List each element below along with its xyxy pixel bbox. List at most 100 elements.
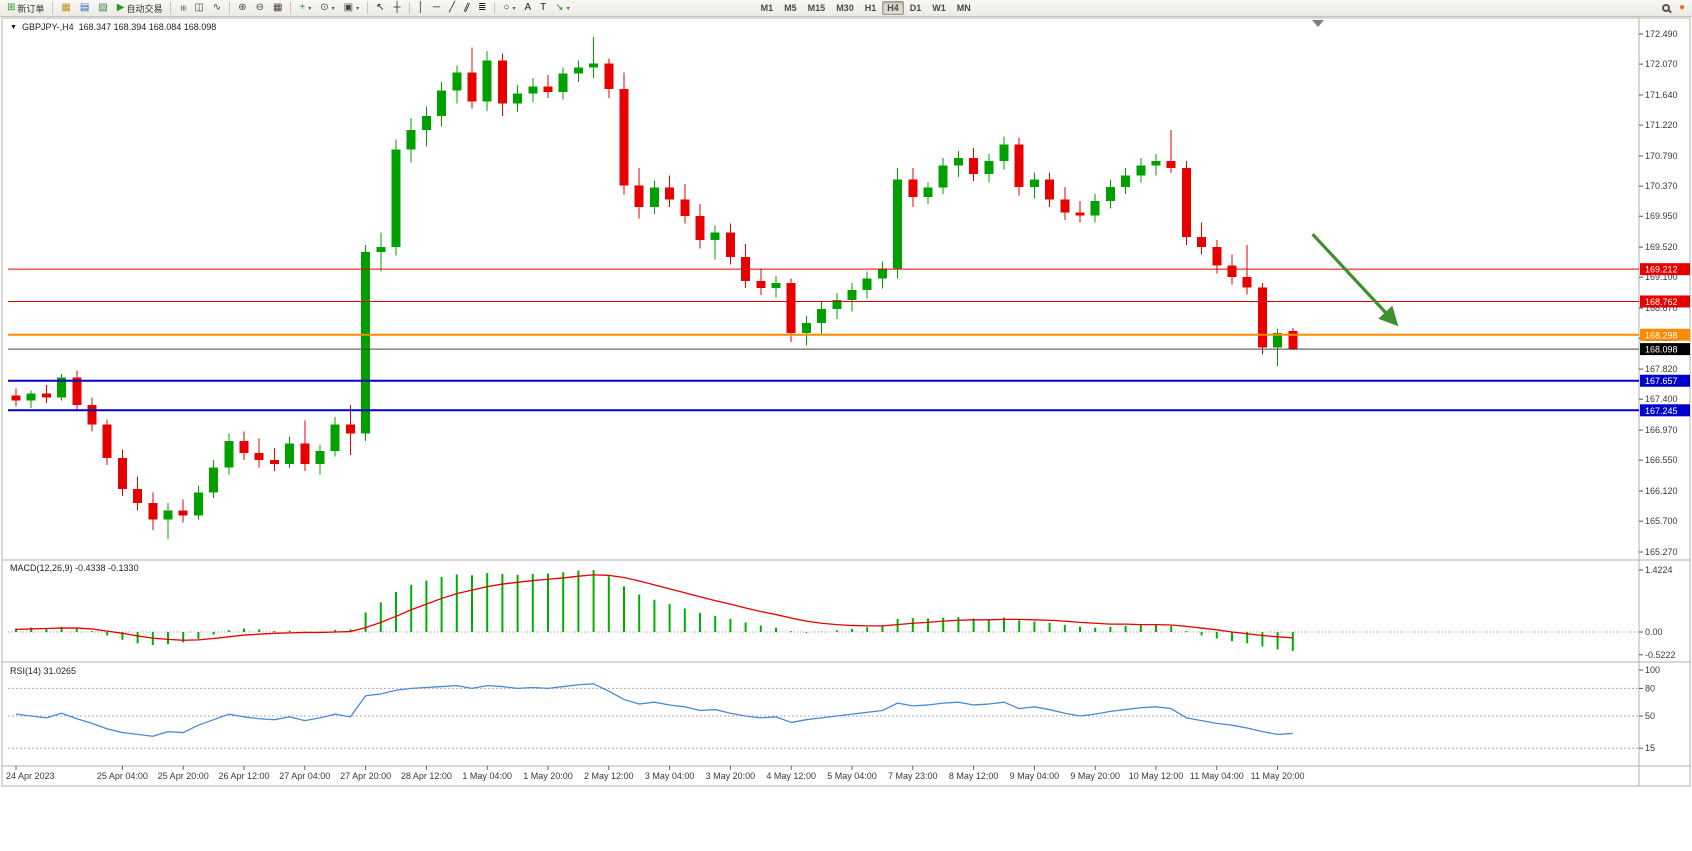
svg-text:28 Apr 12:00: 28 Apr 12:00 [401,771,452,781]
crosshair-button[interactable]: ┼ [390,1,405,15]
cursor-button[interactable]: ↖ [372,1,388,15]
navigator-button[interactable]: ▧ [94,1,111,15]
timeframe-h4[interactable]: H4 [882,1,904,15]
trendline-icon: ╱ [448,2,455,13]
timeframe-mn[interactable]: MN [952,1,976,15]
chart-menu-icon[interactable]: ▼ [10,23,17,31]
bar-chart-icon: ≡ [177,5,189,11]
text-icon: A [524,2,532,13]
indicators-button[interactable]: + ▾ [295,1,315,15]
svg-text:-0.5222: -0.5222 [1645,650,1676,660]
svg-text:25 Apr 20:00: 25 Apr 20:00 [158,771,209,781]
svg-text:172.490: 172.490 [1645,29,1678,39]
svg-text:167.400: 167.400 [1645,394,1678,404]
svg-text:9 May 04:00: 9 May 04:00 [1010,771,1060,781]
auto-trading-button-label: 自动交易 [126,3,163,14]
svg-text:1 May 20:00: 1 May 20:00 [523,771,573,781]
dropdown-caret-icon: ▾ [512,5,516,12]
crosshair-icon: ┼ [393,2,401,13]
arrows-button[interactable]: ↘ ▾ [551,1,573,15]
zoom-out-button[interactable]: ⊖ [252,1,268,15]
line-chart-button[interactable]: ∿ [209,1,225,15]
toolbar-separator [494,2,496,14]
indicators-icon: + [299,2,306,13]
bar-chart-button[interactable]: ≡ [175,1,189,15]
community-button[interactable]: ● [1675,1,1689,15]
timeframe-h1[interactable]: H1 [860,1,882,15]
shapes-button[interactable]: ○ ▾ [499,1,519,15]
auto-trading-button[interactable]: ▶ 自动交易 [113,1,167,15]
svg-text:169.212: 169.212 [1645,265,1678,275]
svg-text:172.070: 172.070 [1645,59,1678,69]
equidistant-channel-button[interactable]: ∥ [460,1,473,15]
timeframe-m5[interactable]: M5 [779,1,802,15]
svg-text:8 May 12:00: 8 May 12:00 [949,771,999,781]
timeframe-m30-label: M30 [836,3,854,13]
tile-windows-button[interactable]: ▦ [269,1,286,15]
chart-shift-marker[interactable] [1312,20,1324,27]
time-axis[interactable]: 24 Apr 2023 25 Apr 04:00 25 Apr 20:00 26 Ap… [6,766,1305,781]
svg-text:50: 50 [1645,711,1655,721]
svg-text:168.298: 168.298 [1645,330,1678,340]
svg-text:25 Apr 04:00: 25 Apr 04:00 [97,771,148,781]
price-axis[interactable]: 172.490 172.070 171.640 171.220 170.790 170.3… [1639,29,1678,557]
svg-text:3 May 04:00: 3 May 04:00 [645,771,695,781]
text-label-icon: T [540,2,547,13]
zoom-in-button[interactable]: ⊕ [234,1,250,15]
text-button[interactable]: A [520,1,535,15]
new-order-icon: ⊞ [7,2,16,13]
vertical-line-button[interactable]: │ [414,1,428,15]
svg-text:168.762: 168.762 [1645,297,1678,307]
horizontal-level-lines[interactable]: 169.212 168.762 168.298 167.657 167.245 168.0… [8,263,1690,417]
timeframe-d1[interactable]: D1 [905,1,927,15]
svg-text:167.657: 167.657 [1645,376,1678,386]
toolbar-separator [290,2,292,14]
periods-button[interactable]: ⊙ ▾ [316,1,338,15]
templates-button[interactable]: ▣ ▾ [340,1,363,15]
rsi-panel: 100 80 50 15 [8,665,1660,753]
svg-text:166.550: 166.550 [1645,455,1678,465]
tile-windows-icon: ▦ [272,2,283,13]
trendline-button[interactable]: ╱ [445,1,459,15]
shapes-icon: ○ [503,2,510,13]
charts-button[interactable]: ▦ [57,1,74,15]
timeframe-h1-label: H1 [864,3,877,13]
new-order-button[interactable]: ⊞ 新订单 [3,1,48,15]
svg-text:167.245: 167.245 [1645,406,1678,416]
svg-text:11 May 20:00: 11 May 20:00 [1251,771,1305,781]
candlestick-chart-button[interactable]: ◫ [190,1,207,15]
dropdown-caret-icon: ▾ [356,5,360,12]
fibonacci-button[interactable]: ≣ [474,1,490,15]
svg-text:167.820: 167.820 [1645,364,1678,374]
timeframe-h4-label: H4 [887,3,899,13]
text-label-button[interactable]: T [536,1,550,15]
svg-text:80: 80 [1645,683,1655,693]
toolbar-separator [170,2,172,14]
svg-text:0.00: 0.00 [1645,627,1663,637]
search-button[interactable] [1658,1,1674,15]
timeframe-w1[interactable]: W1 [927,1,951,15]
toolbar-separator [229,2,231,14]
timeframe-w1-label: W1 [932,3,946,13]
svg-text:9 May 20:00: 9 May 20:00 [1070,771,1120,781]
market-watch-button[interactable]: ▤ [76,1,93,15]
svg-text:165.700: 165.700 [1645,516,1678,526]
svg-text:166.970: 166.970 [1645,425,1678,435]
toolbar-separator [52,2,54,14]
timeframe-m15[interactable]: M15 [803,1,831,15]
horizontal-line-button[interactable]: ─ [429,1,444,15]
dropdown-caret-icon: ▾ [308,5,312,12]
new-order-button-label: 新订单 [17,3,45,14]
candlestick-icon: ◫ [194,2,204,13]
timeframe-m15-label: M15 [807,3,826,13]
dropdown-caret-icon: ▾ [331,5,335,12]
trend-arrow-annotation[interactable] [1311,233,1399,327]
candles-layer [11,36,1298,540]
svg-text:27 Apr 20:00: 27 Apr 20:00 [340,771,391,781]
timeframe-m1[interactable]: M1 [756,1,779,15]
timeframe-m30[interactable]: M30 [831,1,859,15]
svg-text:3 May 20:00: 3 May 20:00 [706,771,756,781]
